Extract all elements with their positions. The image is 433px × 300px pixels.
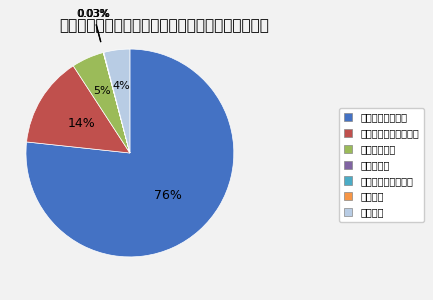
- Text: 0.03%: 0.03%: [78, 9, 110, 42]
- Text: 5%: 5%: [94, 86, 111, 96]
- Text: 0.03%: 0.03%: [77, 9, 110, 42]
- Wedge shape: [103, 52, 130, 153]
- Text: 4%: 4%: [113, 81, 130, 91]
- Text: 0.03%: 0.03%: [77, 9, 110, 42]
- Wedge shape: [103, 52, 130, 153]
- Wedge shape: [73, 52, 130, 153]
- Text: 14%: 14%: [67, 117, 95, 130]
- Text: 激辛に限らず、辛口食品を選ぶ基準はなんですか？: 激辛に限らず、辛口食品を選ぶ基準はなんですか？: [60, 18, 269, 33]
- Wedge shape: [104, 49, 130, 153]
- Text: 76%: 76%: [154, 189, 182, 202]
- Wedge shape: [26, 49, 234, 257]
- Wedge shape: [26, 66, 130, 153]
- Legend: 辛さよりも味重視, ひたすら辛いこと重視, 面白ネタ重視, 基準は無い, 辛くて美味しいやつ, 辛さと味, 食べない: 辛さよりも味重視, ひたすら辛いこと重視, 面白ネタ重視, 基準は無い, 辛くて…: [339, 108, 424, 222]
- Wedge shape: [103, 52, 130, 153]
